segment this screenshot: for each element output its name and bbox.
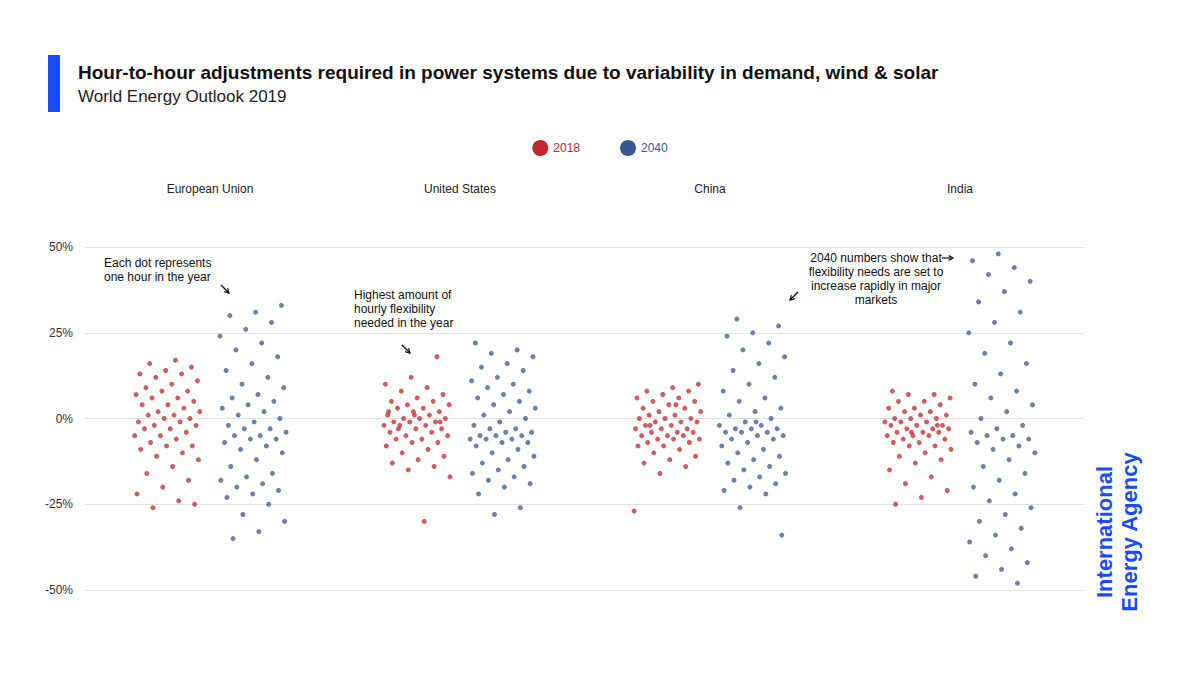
svg-text:India: India	[947, 182, 973, 196]
svg-text:Each dot represents: Each dot represents	[104, 256, 211, 270]
svg-text:25%: 25%	[49, 326, 73, 340]
svg-text:-25%: -25%	[45, 497, 73, 511]
svg-text:0%: 0%	[56, 412, 74, 426]
svg-text:2018: 2018	[553, 141, 580, 155]
svg-text:Hour-to-hour adjustments requi: Hour-to-hour adjustments required in pow…	[78, 62, 939, 83]
svg-text:50%: 50%	[49, 240, 73, 254]
svg-text:Highest amount of: Highest amount of	[354, 288, 452, 302]
svg-text:World Energy Outlook 2019: World Energy Outlook 2019	[78, 87, 287, 106]
svg-text:-50%: -50%	[45, 583, 73, 597]
svg-text:2040: 2040	[641, 141, 668, 155]
svg-text:Energy Agency: Energy Agency	[1117, 452, 1142, 612]
svg-text:2040 numbers show that: 2040 numbers show that	[810, 251, 942, 265]
svg-text:European Union: European Union	[167, 182, 254, 196]
svg-text:China: China	[694, 182, 726, 196]
svg-text:flexibility needs are set to: flexibility needs are set to	[809, 265, 944, 279]
svg-text:needed in the year: needed in the year	[354, 316, 453, 330]
svg-text:increase rapidly in major: increase rapidly in major	[811, 279, 941, 293]
svg-text:United States: United States	[424, 182, 496, 196]
svg-text:hourly flexibility: hourly flexibility	[354, 302, 435, 316]
svg-text:International: International	[1092, 466, 1117, 598]
svg-text:one hour in the year: one hour in the year	[104, 270, 211, 284]
svg-text:markets: markets	[855, 293, 898, 307]
